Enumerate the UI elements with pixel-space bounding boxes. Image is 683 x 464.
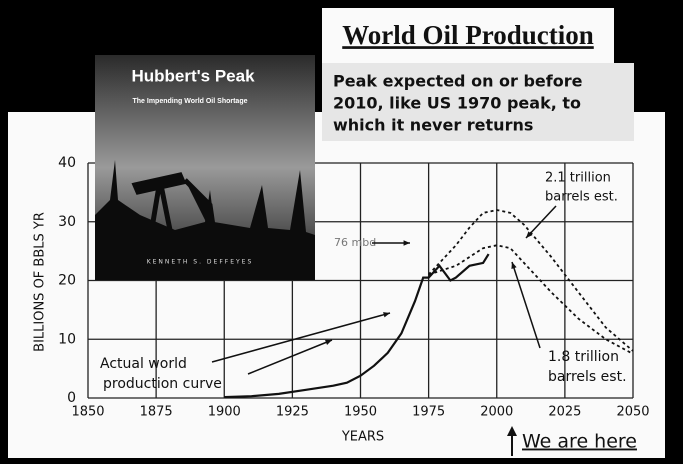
x-tick-label: 1900 <box>208 405 241 420</box>
annotation: 76 mbd <box>334 236 376 249</box>
y-axis-label: BILLIONS OF BBLS YR <box>33 212 48 352</box>
y-tick-label: 30 <box>58 214 76 230</box>
slide: 0102030401850187519001925195019752000202… <box>0 0 683 464</box>
annotation: 2.1 trillion <box>545 171 611 186</box>
marker-text: We are here <box>522 431 637 453</box>
x-tick-label: 2050 <box>616 405 649 420</box>
subtitle-line: 2010, like US 1970 peak, to <box>333 94 581 113</box>
annotation: Actual world <box>100 356 187 372</box>
y-tick-label: 20 <box>58 273 76 289</box>
book-title: Hubbert's Peak <box>131 66 255 85</box>
book-subtitle: The Impending World Oil Shortage <box>133 98 248 105</box>
x-tick-label: 2025 <box>548 405 581 420</box>
x-tick-label: 2000 <box>480 405 513 420</box>
annotation: barrels est. <box>548 369 627 385</box>
x-axis-label: YEARS <box>341 430 384 445</box>
y-tick-label: 40 <box>58 155 76 171</box>
annotation: production curve <box>103 376 222 392</box>
y-tick-label: 10 <box>58 331 76 347</box>
book-author: KENNETH S. DEFFEYES <box>147 259 254 266</box>
x-tick-label: 1950 <box>344 405 377 420</box>
subtitle-line: which it never returns <box>333 116 533 135</box>
x-tick-label: 1850 <box>71 405 104 420</box>
annotation: 1.8 trillion <box>548 349 619 365</box>
x-tick-label: 1875 <box>140 405 173 420</box>
chart-title: World Oil Production <box>342 20 594 50</box>
x-tick-label: 1925 <box>276 405 309 420</box>
annotation: barrels est. <box>545 190 618 205</box>
x-tick-label: 1975 <box>412 405 445 420</box>
subtitle-line: Peak expected on or before <box>333 72 583 91</box>
book-cover: Hubbert's Peak The Impending World Oil S… <box>95 55 315 280</box>
